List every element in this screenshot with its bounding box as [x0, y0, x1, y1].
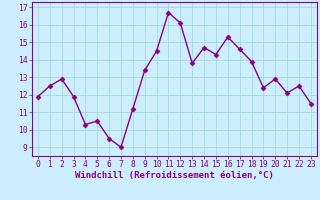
X-axis label: Windchill (Refroidissement éolien,°C): Windchill (Refroidissement éolien,°C) — [75, 171, 274, 180]
